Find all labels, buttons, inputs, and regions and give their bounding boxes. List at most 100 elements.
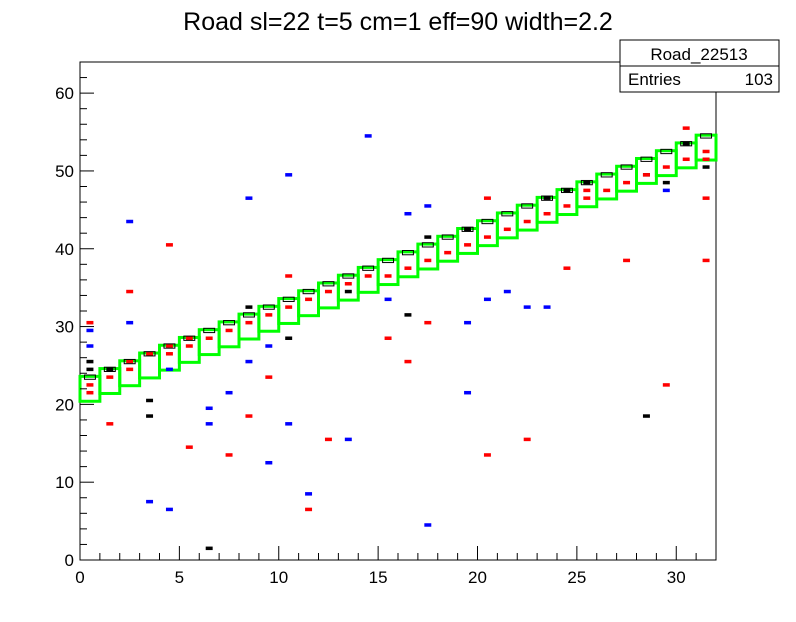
cell-outline bbox=[203, 327, 216, 334]
cell-outline bbox=[481, 218, 494, 225]
cell-outline bbox=[441, 234, 454, 240]
cell-outline bbox=[342, 273, 355, 279]
red-hit-marker bbox=[424, 320, 432, 325]
red-hit-marker bbox=[185, 445, 193, 449]
blue-hit-marker bbox=[265, 344, 273, 348]
blue-hit-marker bbox=[543, 305, 551, 309]
cell-outline bbox=[521, 203, 534, 209]
red-hit-marker bbox=[623, 258, 631, 263]
x-tick-label: 25 bbox=[567, 568, 586, 587]
blue-hit-marker bbox=[483, 297, 491, 302]
red-hit-marker bbox=[404, 266, 412, 270]
cell-outline bbox=[560, 187, 573, 194]
blue-hit-marker bbox=[86, 344, 94, 348]
cell-outline bbox=[501, 211, 514, 217]
red-hit-marker bbox=[583, 188, 591, 193]
black-hit-marker bbox=[285, 336, 293, 340]
red-hit-marker bbox=[702, 196, 710, 200]
red-hit-marker bbox=[523, 219, 531, 224]
red-hit-marker bbox=[205, 336, 213, 340]
red-hit-marker bbox=[126, 367, 134, 372]
red-hit-marker bbox=[86, 383, 94, 387]
x-tick-label: 30 bbox=[667, 568, 686, 587]
cell-outline bbox=[183, 335, 196, 341]
black-hit-marker bbox=[146, 398, 154, 403]
blue-hit-marker bbox=[126, 320, 134, 325]
y-tick-label: 10 bbox=[55, 473, 74, 492]
red-hit-marker bbox=[126, 289, 134, 294]
red-hit-marker bbox=[483, 235, 491, 239]
red-hit-marker bbox=[662, 383, 670, 387]
red-hit-marker bbox=[86, 390, 94, 395]
y-tick-label: 50 bbox=[55, 162, 74, 181]
blue-hit-marker bbox=[265, 460, 273, 465]
black-hit-marker bbox=[106, 367, 114, 372]
blue-hit-marker bbox=[344, 437, 352, 442]
red-hit-marker bbox=[464, 243, 472, 247]
blue-hit-marker bbox=[384, 297, 392, 302]
red-hit-marker bbox=[702, 258, 710, 263]
red-hit-marker bbox=[324, 437, 332, 442]
cell-outline bbox=[322, 281, 335, 287]
red-hit-marker bbox=[225, 453, 233, 457]
y-tick-label: 30 bbox=[55, 318, 74, 337]
black-hit-marker bbox=[702, 165, 710, 169]
red-hit-marker bbox=[165, 344, 173, 348]
cell-outline bbox=[143, 351, 156, 357]
x-tick-label: 0 bbox=[75, 568, 84, 587]
blue-hit-marker bbox=[662, 188, 670, 193]
y-tick-label: 0 bbox=[65, 551, 74, 570]
red-hit-marker bbox=[523, 437, 531, 442]
cell-outline bbox=[620, 164, 633, 170]
cell-outline bbox=[282, 296, 295, 302]
red-hit-marker bbox=[344, 282, 352, 286]
blue-hit-marker bbox=[165, 507, 173, 512]
blue-hit-marker bbox=[86, 328, 94, 333]
y-tick-label: 20 bbox=[55, 395, 74, 414]
cell-outline bbox=[541, 195, 554, 201]
cell-outline bbox=[461, 226, 474, 232]
red-hit-marker bbox=[662, 165, 670, 169]
red-hit-marker bbox=[483, 453, 491, 457]
red-hit-marker bbox=[146, 352, 154, 356]
black-hit-marker bbox=[563, 188, 571, 193]
blue-hit-marker bbox=[165, 367, 173, 372]
black-hit-marker bbox=[86, 359, 94, 364]
blue-hit-marker bbox=[464, 390, 472, 395]
black-hit-marker bbox=[404, 313, 412, 317]
x-tick-label: 15 bbox=[369, 568, 388, 587]
red-hit-marker bbox=[563, 266, 571, 270]
red-hit-marker bbox=[324, 289, 332, 294]
red-hit-marker bbox=[126, 359, 134, 364]
red-hit-marker bbox=[185, 336, 193, 340]
cell-outline bbox=[123, 358, 136, 365]
red-hit-marker bbox=[305, 297, 313, 302]
y-tick-label: 60 bbox=[55, 84, 74, 103]
red-hit-marker bbox=[483, 196, 491, 200]
blue-hit-marker bbox=[205, 406, 213, 411]
black-hit-marker bbox=[146, 414, 154, 418]
black-hit-marker bbox=[464, 227, 472, 232]
blue-hit-marker bbox=[225, 390, 233, 395]
blue-hit-marker bbox=[146, 499, 154, 504]
red-hit-marker bbox=[543, 211, 551, 216]
cell-outline bbox=[660, 148, 673, 155]
blue-hit-marker bbox=[424, 523, 432, 527]
red-hit-marker bbox=[86, 320, 94, 325]
cell-outline bbox=[600, 172, 613, 178]
black-hit-marker bbox=[662, 180, 670, 185]
blue-hit-marker bbox=[503, 289, 511, 294]
black-hit-marker bbox=[682, 141, 690, 146]
cell-outline bbox=[680, 141, 693, 147]
red-hit-marker bbox=[603, 188, 611, 193]
red-hit-marker bbox=[305, 507, 313, 512]
red-hit-marker bbox=[702, 157, 710, 162]
stats-box: Road_22513 Entries 103 bbox=[619, 39, 780, 93]
x-tick-label: 10 bbox=[269, 568, 288, 587]
red-hit-marker bbox=[424, 258, 432, 263]
cell-outline bbox=[640, 156, 653, 162]
black-hit-marker bbox=[205, 546, 213, 551]
red-hit-marker bbox=[384, 336, 392, 340]
cell-outline bbox=[242, 312, 255, 318]
